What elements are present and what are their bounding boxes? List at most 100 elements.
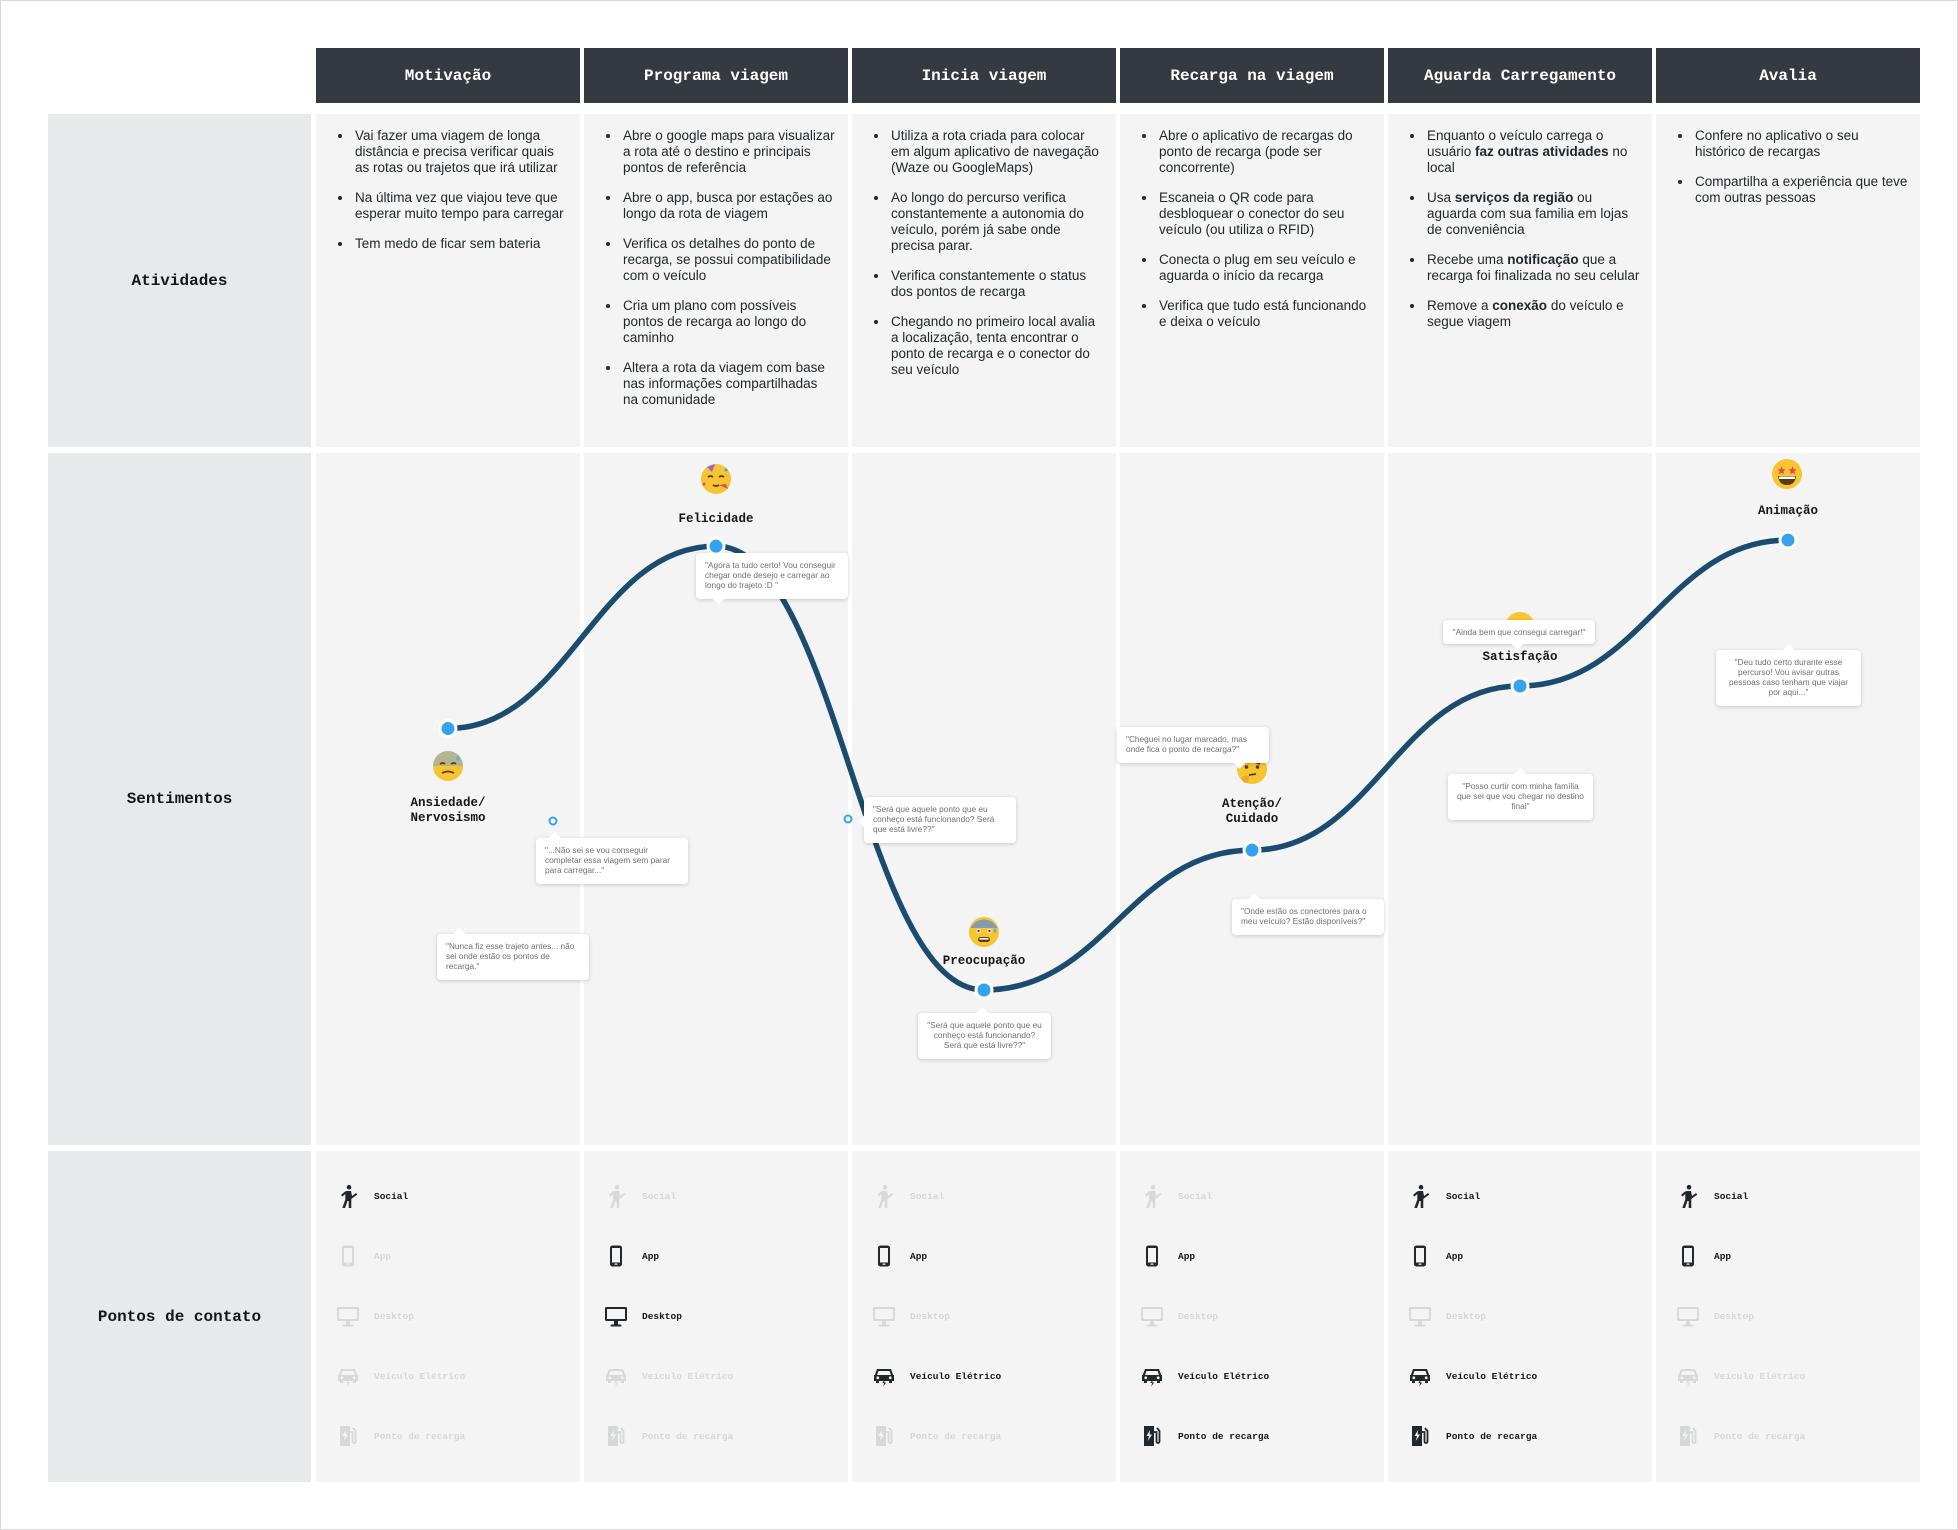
emotion-point-2 — [706, 536, 726, 556]
activity-item: Enquanto o veículo carrega o usuário faz… — [1425, 128, 1640, 176]
smartphone-icon — [604, 1244, 628, 1268]
electric-car-icon — [1676, 1364, 1700, 1388]
quote-text: "Será que aquele ponto que eu conheço es… — [927, 1020, 1042, 1050]
stage-header-4: Recarga na viagem — [1120, 48, 1384, 103]
charging-station-icon — [604, 1424, 628, 1448]
quote-bubble-4: "Será que aquele ponto que eu conheço es… — [858, 797, 1016, 843]
charging-station-icon — [1676, 1424, 1700, 1448]
emotion-point-3 — [974, 980, 994, 1000]
touchpoint-label: Veículo Elétrico — [1446, 1370, 1538, 1382]
touchpoint-1: Social — [336, 1184, 408, 1208]
touchpoint-label: Social — [642, 1190, 677, 1202]
charging-station-icon — [1408, 1424, 1432, 1448]
touchpoint-label: Veículo Elétrico — [1714, 1370, 1806, 1382]
electric-car-icon — [1408, 1364, 1432, 1388]
touchpoint-4: Veículo Elétrico — [1408, 1364, 1537, 1388]
smartphone-icon — [1676, 1244, 1700, 1268]
person-waving-icon — [336, 1184, 360, 1208]
desktop-monitor-icon — [872, 1304, 896, 1328]
quote-text: "Será que aquele ponto que eu conheço es… — [873, 804, 995, 834]
quote-bubble-1: "Nunca fiz esse trajeto antes... não sei… — [437, 928, 589, 980]
electric-car-icon — [604, 1364, 628, 1388]
activity-item: Abre o app, busca por estações ao longo … — [621, 190, 836, 222]
activity-list: Abre o aplicativo de recargas do ponto d… — [1120, 114, 1384, 330]
touchpoint-label: Social — [910, 1190, 945, 1202]
activity-list: Abre o google maps para visualizar a rot… — [584, 114, 848, 408]
activities-cell-6: Confere no aplicativo o seu histórico de… — [1656, 114, 1920, 447]
electric-car-icon — [872, 1364, 896, 1388]
quote-bubble-8: "Ainda bem que consegui carregar!" — [1443, 620, 1595, 650]
person-waving-icon — [604, 1184, 628, 1208]
desktop-monitor-icon — [604, 1304, 628, 1328]
touchpoint-3: Desktop — [1140, 1304, 1218, 1328]
touchpoint-label: Desktop — [1178, 1310, 1218, 1322]
touchpoint-1: Social — [604, 1184, 676, 1208]
touchpoint-label: Social — [1178, 1190, 1213, 1202]
touchpoint-1: Social — [1140, 1184, 1212, 1208]
activity-item: Tem medo de ficar sem bateria — [353, 236, 568, 252]
touchpoint-label: App — [1714, 1250, 1732, 1262]
touchpoint-1: Social — [1676, 1184, 1748, 1208]
touchpoint-label: Desktop — [1714, 1310, 1754, 1322]
touchpoint-label: App — [1446, 1250, 1464, 1262]
touchpoint-2: App — [1408, 1244, 1463, 1268]
person-waving-icon — [1408, 1184, 1432, 1208]
touchpoint-1: Social — [1408, 1184, 1480, 1208]
touchpoint-label: Ponto de recarga — [1714, 1430, 1806, 1442]
touchpoint-label: Ponto de recarga — [642, 1430, 734, 1442]
stage-header-1: Motivação — [316, 48, 580, 103]
quote-text: "...Não sei se vou conseguir completar e… — [545, 845, 670, 875]
emotion-point-5 — [1510, 676, 1530, 696]
activity-item: Recebe uma notificação que a recarga foi… — [1425, 252, 1640, 284]
touchpoint-label: Ponto de recarga — [1178, 1430, 1270, 1442]
person-waving-icon — [1140, 1184, 1164, 1208]
electric-car-icon — [1140, 1364, 1164, 1388]
stage-title: Recarga na viagem — [1170, 66, 1334, 85]
fearful-face-icon — [967, 915, 1001, 949]
touchpoint-label: Ponto de recarga — [374, 1430, 466, 1442]
quote-text: "Deu tudo certo durante esse percurso! V… — [1729, 657, 1848, 697]
activity-item: Usa serviços da região ou aguarda com su… — [1425, 190, 1640, 238]
quote-text: "Onde estão os conectores para o meu veí… — [1241, 906, 1367, 926]
quote-bubble-2: "...Não sei se vou conseguir completar e… — [536, 832, 688, 884]
emotion-label-2: Felicidade — [678, 512, 754, 527]
touchpoint-4: Veículo Elétrico — [872, 1364, 1001, 1388]
emotion-point-4 — [1242, 840, 1262, 860]
desktop-monitor-icon — [1676, 1304, 1700, 1328]
person-waving-icon — [1676, 1184, 1700, 1208]
touchpoint-label: Veículo Elétrico — [1178, 1370, 1270, 1382]
touchpoints-cell-2: Social App Desktop Veículo Elétrico Ponto de… — [584, 1151, 848, 1482]
touchpoint-5: Ponto de recarga — [336, 1424, 465, 1448]
stage-title: Avalia — [1759, 66, 1817, 85]
touchpoint-5: Ponto de recarga — [1676, 1424, 1805, 1448]
activities-cell-5: Enquanto o veículo carrega o usuário faz… — [1388, 114, 1652, 447]
quote-bubble-5: "Será que aquele ponto que eu conheço es… — [918, 1007, 1051, 1059]
touchpoint-4: Veículo Elétrico — [1140, 1364, 1269, 1388]
touchpoint-label: App — [374, 1250, 392, 1262]
touchpoint-label: Veículo Elétrico — [910, 1370, 1002, 1382]
touchpoints-cell-5: Social App Desktop Veículo Elétrico Ponto de… — [1388, 1151, 1652, 1482]
stage-title: Aguarda Carregamento — [1423, 66, 1617, 85]
touchpoints-cell-1: Social App Desktop Veículo Elétrico Ponto de… — [316, 1151, 580, 1482]
quote-text: "Nunca fiz esse trajeto antes... não sei… — [446, 941, 575, 971]
party-face-icon — [699, 462, 733, 496]
touchpoints-cell-4: Social App Desktop Veículo Elétrico Ponto de… — [1120, 1151, 1384, 1482]
row-label-activities-text: Atividades — [131, 271, 228, 290]
touchpoint-label: Ponto de recarga — [910, 1430, 1002, 1442]
touchpoint-4: Veículo Elétrico — [604, 1364, 733, 1388]
touchpoint-2: App — [336, 1244, 391, 1268]
stage-title: Inicia viagem — [921, 66, 1047, 85]
activities-cell-3: Utiliza a rota criada para colocar em al… — [852, 114, 1116, 447]
emotion-label-5: Satisfação — [1482, 650, 1558, 664]
touchpoints-cell-3: Social App Desktop Veículo Elétrico Ponto de… — [852, 1151, 1116, 1482]
smartphone-icon — [872, 1244, 896, 1268]
quote-bubble-6: "Cheguei no lugar marcado, mas onde fica… — [1117, 727, 1269, 769]
activity-item: Verifica constantemente o status dos pon… — [889, 268, 1104, 300]
activity-item: Na última vez que viajou teve que espera… — [353, 190, 568, 222]
emotion-label-3: Preocupação — [942, 954, 1026, 968]
charging-station-icon — [336, 1424, 360, 1448]
activities-cell-1: Vai fazer uma viagem de longa distância … — [316, 114, 580, 447]
quote-bubble-9: "Posso curtir com minha família que sei … — [1448, 768, 1593, 820]
touchpoint-label: Social — [1446, 1190, 1481, 1202]
smartphone-icon — [1408, 1244, 1432, 1268]
